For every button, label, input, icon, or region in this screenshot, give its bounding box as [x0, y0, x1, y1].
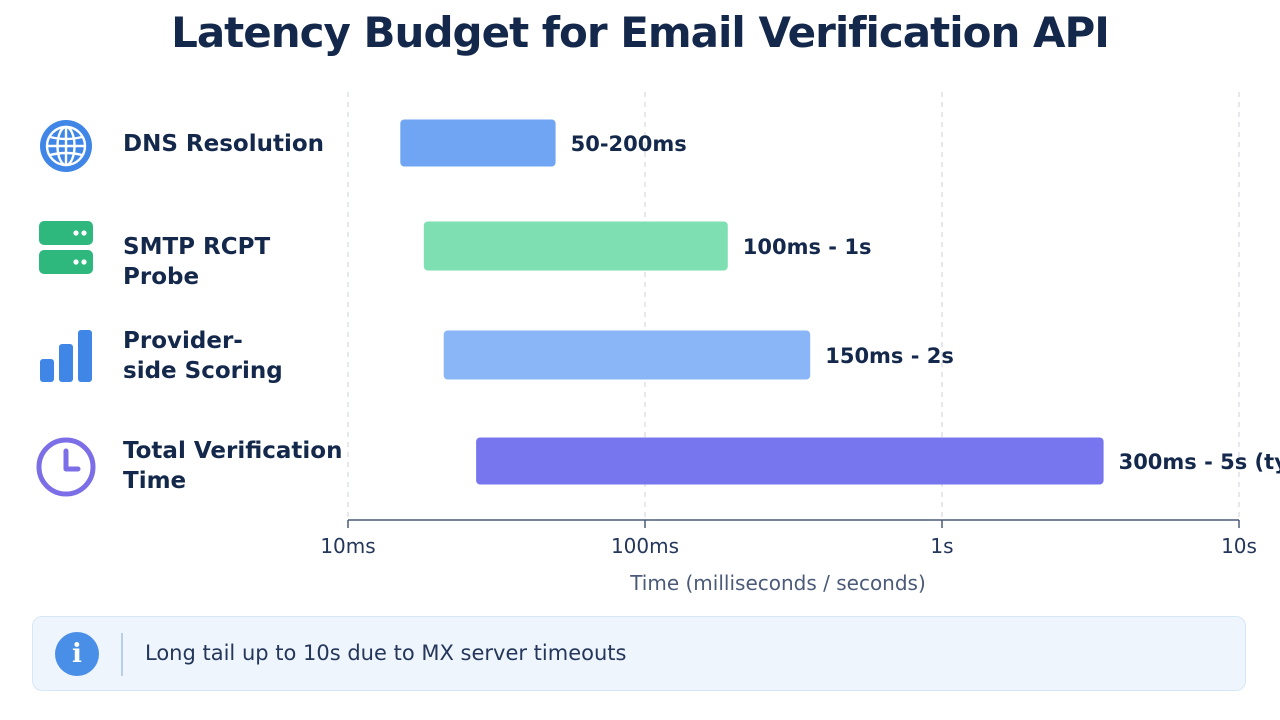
row-label-total-time: Total Verification Time — [123, 438, 343, 494]
info-icon: i — [55, 632, 99, 676]
bar-value-label: 50-200ms — [571, 132, 687, 156]
server-icon — [39, 220, 95, 280]
info-note-text: Long tail up to 10s due to MX server tim… — [145, 641, 627, 665]
x-tick-label: 10ms — [320, 534, 375, 558]
bar-chart-icon — [39, 328, 95, 388]
latency-bar — [443, 330, 811, 380]
bar-value-label: 300ms - 5s (typical) — [1119, 450, 1280, 474]
clock-icon — [35, 436, 97, 502]
latency-bar — [476, 437, 1104, 485]
x-tick-label: 1s — [930, 534, 953, 558]
x-tick-label: 10s — [1221, 534, 1257, 558]
x-tick-label: 100ms — [611, 534, 679, 558]
row-label-dns: DNS Resolution — [123, 131, 325, 157]
grid-lines — [347, 92, 1240, 520]
latency-chart: 50-200ms 100ms - 1s 150ms - 2s 300ms - 5s (… — [320, 92, 1280, 595]
bars: 50-200ms 100ms - 1s 150ms - 2s 300ms - 5s (… — [400, 119, 1280, 485]
chart-title: Latency Budget for Email Verification AP… — [171, 8, 1110, 57]
latency-bar — [400, 119, 556, 167]
latency-bar — [423, 221, 728, 271]
bar-value-label: 100ms - 1s — [743, 235, 872, 259]
x-axis: 10ms 100ms 1s 10s — [320, 519, 1257, 558]
x-axis-label: Time (milliseconds / seconds) — [629, 571, 926, 595]
bar-value-label: 150ms - 2s — [825, 344, 954, 368]
globe-icon — [38, 118, 94, 178]
info-divider — [121, 633, 123, 676]
row-label-smtp: SMTP RCPT Probe — [123, 234, 271, 290]
row-label-provider-scoring: Provider-side Scoring — [123, 328, 283, 384]
info-note: i Long tail up to 10s due to MX server t… — [32, 616, 1246, 691]
